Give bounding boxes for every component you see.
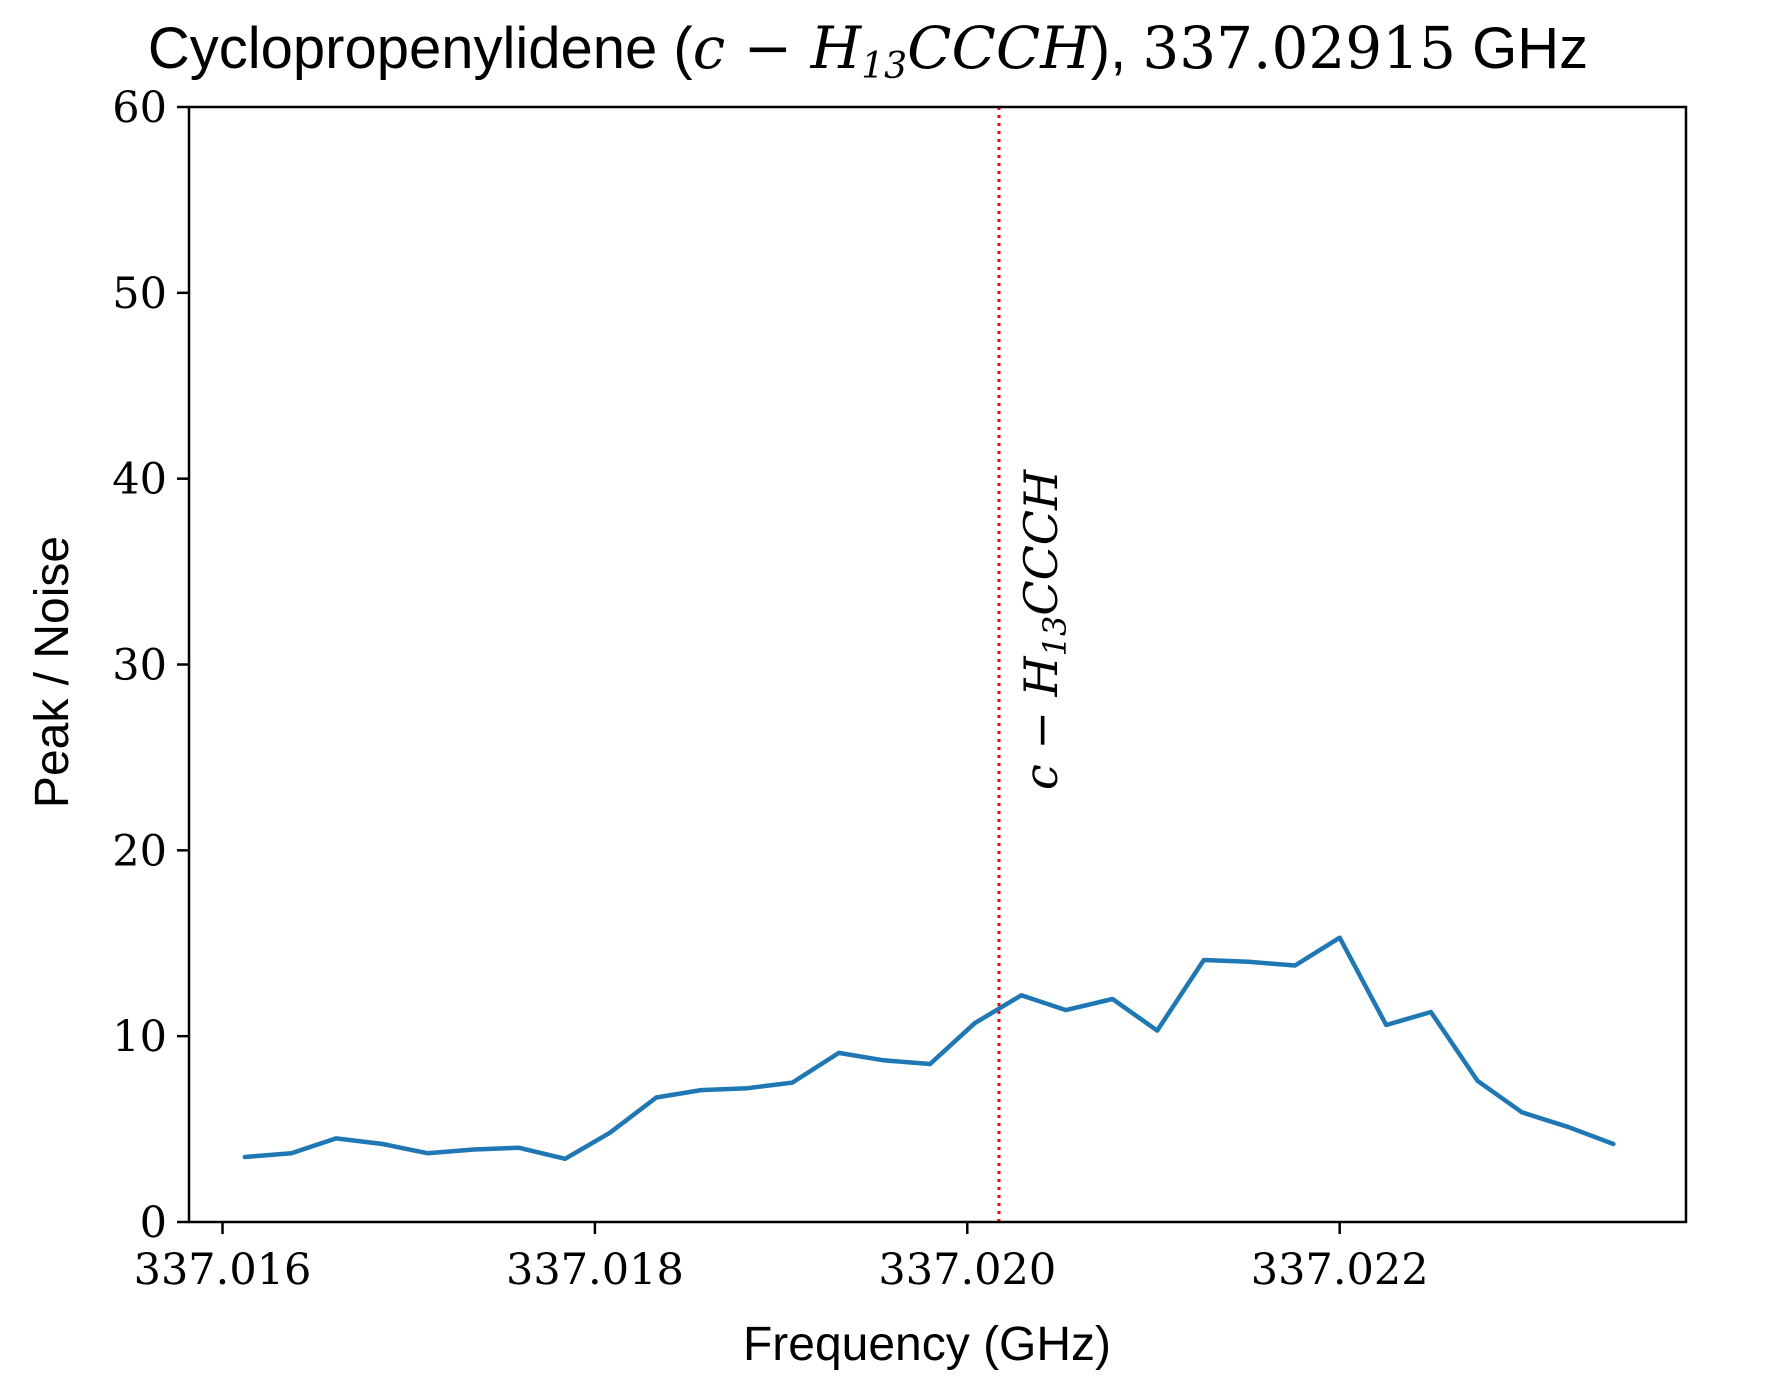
x-tick-label: 337.020 (878, 1245, 1056, 1295)
x-ticks: 337.016 337.018 337.020 337.022 (134, 1222, 1429, 1295)
y-tick-label: 60 (112, 83, 167, 133)
title-unit: GHz (1456, 16, 1588, 81)
title-prefix: Cyclopropenylidene ( (148, 16, 693, 81)
reference-line-label-math2: CCCH (1014, 469, 1068, 616)
chart-title: Cyclopropenylidene (c − H13CCCH), 337.02… (148, 14, 1588, 87)
reference-line-label: c − H13CCCH (1014, 469, 1074, 790)
y-ticks: 0 10 20 30 40 50 60 (112, 83, 189, 1248)
title-subscript: 13 (861, 46, 907, 87)
y-tick-label: 10 (112, 1012, 167, 1062)
series-group (242, 935, 1616, 1162)
y-tick-label: 50 (112, 269, 167, 319)
title-math: c − H (693, 14, 863, 82)
y-tick-label: 0 (140, 1198, 167, 1248)
x-tick-label: 337.022 (1251, 1245, 1429, 1295)
reference-line-label-math: c − H (1014, 655, 1068, 790)
y-tick-label: 20 (112, 826, 167, 876)
y-tick-label: 40 (112, 455, 167, 505)
title-close: ), (1091, 16, 1143, 81)
title-math2: CCCH (907, 14, 1092, 82)
x-axis-label: Frequency (GHz) (743, 1318, 1111, 1371)
x-tick-label: 337.016 (134, 1245, 312, 1295)
title-freq: 337.02915 (1142, 14, 1456, 82)
y-axis-label: Peak / Noise (26, 536, 79, 808)
y-tick-label: 30 (112, 641, 167, 691)
series-line-1 (242, 935, 1616, 1162)
x-tick-label: 337.018 (506, 1245, 684, 1295)
reference-line-label-subscript: 13 (1036, 616, 1074, 657)
